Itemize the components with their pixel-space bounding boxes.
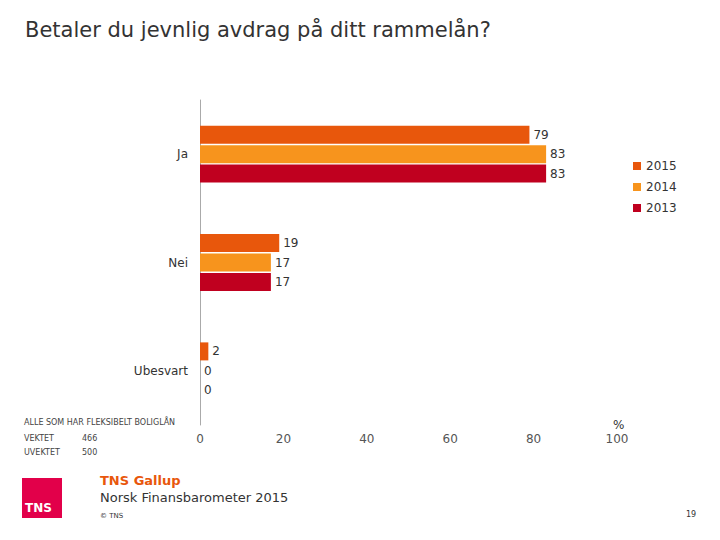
svg-text:© TNS: © TNS bbox=[100, 512, 124, 520]
svg-text:2014: 2014 bbox=[646, 180, 677, 194]
svg-text:2: 2 bbox=[212, 344, 220, 358]
svg-text:ALLE SOM HAR FLEKSIBELT BOLIGL: ALLE SOM HAR FLEKSIBELT BOLIGLÅN bbox=[24, 416, 175, 427]
svg-text:Norsk Finansbarometer 2015: Norsk Finansbarometer 2015 bbox=[100, 490, 288, 505]
svg-text:40: 40 bbox=[359, 432, 374, 446]
svg-text:80: 80 bbox=[526, 432, 541, 446]
svg-text:79: 79 bbox=[533, 128, 548, 142]
svg-text:83: 83 bbox=[550, 167, 565, 181]
svg-text:TNS Gallup: TNS Gallup bbox=[100, 473, 181, 488]
svg-text:60: 60 bbox=[443, 432, 458, 446]
svg-text:17: 17 bbox=[275, 256, 290, 270]
svg-text:VEKTET: VEKTET bbox=[24, 434, 54, 443]
svg-text:UVEKTET: UVEKTET bbox=[24, 448, 60, 457]
svg-text:TNS: TNS bbox=[25, 501, 52, 515]
svg-text:Nei: Nei bbox=[168, 256, 188, 270]
svg-text:Betaler du jevnlig avdrag på d: Betaler du jevnlig avdrag på ditt rammel… bbox=[25, 17, 491, 42]
svg-text:0: 0 bbox=[196, 432, 204, 446]
svg-text:19: 19 bbox=[686, 510, 696, 519]
svg-text:466: 466 bbox=[82, 434, 97, 443]
svg-text:Ja: Ja bbox=[176, 147, 188, 161]
svg-text:83: 83 bbox=[550, 147, 565, 161]
svg-text:2015: 2015 bbox=[646, 159, 677, 173]
svg-text:20: 20 bbox=[276, 432, 291, 446]
svg-text:0: 0 bbox=[204, 383, 212, 397]
svg-text:0: 0 bbox=[204, 364, 212, 378]
svg-text:Ubesvart: Ubesvart bbox=[134, 364, 188, 378]
svg-text:%: % bbox=[613, 418, 624, 432]
svg-text:100: 100 bbox=[606, 432, 629, 446]
svg-text:2013: 2013 bbox=[646, 201, 677, 215]
svg-text:500: 500 bbox=[82, 448, 97, 457]
svg-text:17: 17 bbox=[275, 275, 290, 289]
svg-text:19: 19 bbox=[283, 236, 298, 250]
